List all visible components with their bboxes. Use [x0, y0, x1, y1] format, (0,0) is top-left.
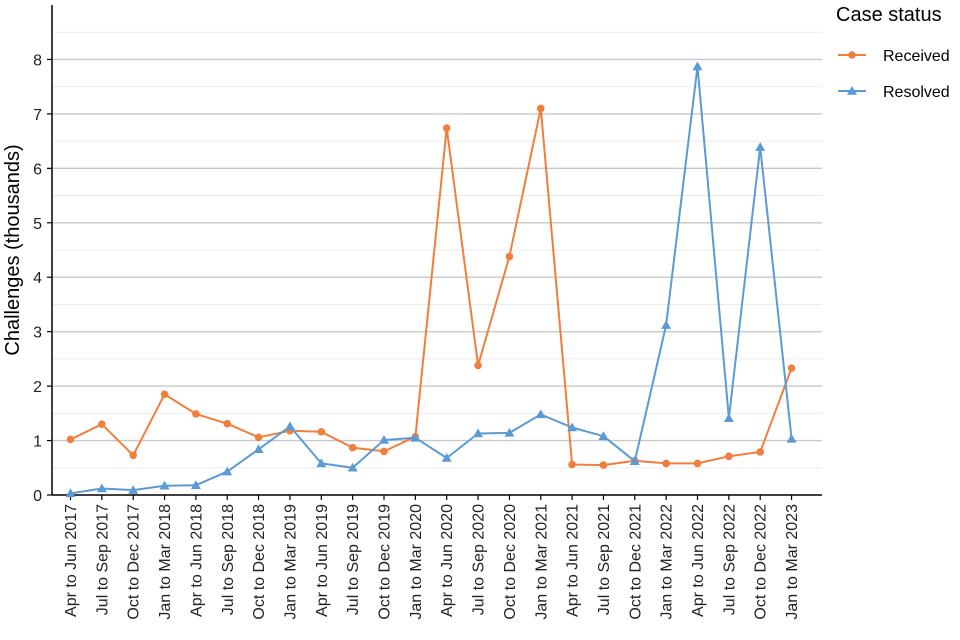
x-tick-label: Jan to Mar 2020 [408, 504, 425, 620]
data-point-resolved [316, 458, 327, 468]
data-point-resolved [723, 413, 734, 422]
data-point-received [474, 361, 482, 370]
y-tick-label: 7 [33, 107, 42, 124]
x-tick-label: Apr to Jun 2022 [690, 504, 707, 617]
data-point-received [599, 461, 608, 469]
y-tick-label: 6 [33, 161, 42, 178]
x-tick-label: Jan to Mar 2019 [282, 504, 299, 620]
data-point-received [568, 460, 576, 469]
x-tick-label: Jul to Sep 2018 [220, 504, 237, 615]
x-tick-label: Oct to Dec 2018 [251, 504, 268, 620]
data-point-resolved [253, 444, 264, 454]
x-tick-label: Apr to Jun 2021 [565, 504, 582, 617]
series-line-resolved [70, 65, 793, 495]
data-point-resolved [410, 432, 421, 442]
y-tick-label: 0 [33, 488, 42, 505]
data-point-resolved [379, 435, 389, 444]
x-tick-label: Jul to Sep 2017 [94, 504, 111, 615]
data-point-resolved [441, 452, 452, 462]
data-point-resolved [284, 421, 295, 431]
data-point-resolved [347, 462, 358, 472]
data-point-received [66, 435, 75, 444]
x-tick-label: Jan to Mar 2021 [533, 504, 550, 620]
y-tick-label: 3 [33, 325, 42, 342]
data-point-resolved [629, 456, 640, 465]
y-tick-label: 8 [33, 52, 42, 69]
data-point-received [317, 428, 326, 436]
data-point-received [98, 420, 106, 429]
legend-key-marker-received [848, 51, 856, 59]
x-tick-label: Oct to Dec 2022 [753, 504, 770, 620]
data-point-received [192, 410, 200, 418]
x-tick-label: Jul to Sep 2021 [596, 504, 613, 615]
data-point-resolved [96, 483, 107, 493]
data-point-resolved [598, 431, 609, 440]
data-point-resolved [504, 427, 515, 437]
x-tick-label: Oct to Dec 2017 [126, 504, 143, 620]
data-point-received [160, 390, 169, 399]
x-tick-label: Apr to Jun 2018 [188, 504, 205, 617]
data-point-resolved [535, 409, 546, 419]
data-point-received [693, 459, 702, 468]
data-point-resolved [755, 142, 766, 151]
data-point-resolved [159, 480, 170, 490]
data-point-received [756, 448, 764, 456]
data-point-resolved [473, 428, 484, 438]
legend-key-marker-resolved [847, 86, 857, 95]
data-point-received [505, 252, 514, 261]
data-point-resolved [190, 480, 201, 489]
x-tick-label: Apr to Jun 2017 [63, 504, 80, 617]
data-point-resolved [222, 466, 233, 476]
x-tick-label: Jan to Mar 2022 [659, 504, 676, 620]
x-tick-label: Apr to Jun 2020 [439, 504, 456, 617]
data-point-resolved [567, 422, 578, 432]
x-tick-label: Jul to Sep 2020 [471, 504, 488, 615]
data-point-received [725, 452, 733, 461]
data-point-received [129, 451, 137, 460]
legend-label-received: Received [883, 48, 950, 65]
data-point-received [348, 443, 357, 452]
x-tick-label: Jan to Mar 2023 [784, 504, 801, 620]
x-tick-label: Jul to Sep 2019 [345, 504, 362, 615]
data-point-received [254, 433, 263, 442]
x-tick-label: Oct to Dec 2019 [377, 504, 394, 620]
data-point-received [442, 124, 451, 132]
data-point-resolved [786, 433, 797, 443]
data-point-received [662, 459, 670, 468]
data-point-received [787, 364, 796, 372]
x-tick-label: Jul to Sep 2022 [721, 504, 738, 615]
data-point-resolved [128, 485, 139, 494]
x-tick-label: Jan to Mar 2018 [157, 504, 174, 620]
data-point-received [380, 447, 388, 456]
y-axis-title: Challenges (thousands) [2, 144, 24, 355]
legend-title: Case status [836, 4, 942, 26]
data-point-resolved [65, 488, 76, 498]
legend-label-resolved: Resolved [883, 84, 950, 101]
x-tick-label: Oct to Dec 2020 [502, 504, 519, 620]
y-tick-label: 2 [33, 379, 42, 396]
y-tick-label: 4 [33, 270, 42, 287]
data-point-resolved [692, 61, 703, 71]
x-tick-label: Oct to Dec 2021 [627, 504, 644, 620]
series-line-received [70, 107, 793, 467]
data-point-resolved [661, 320, 672, 329]
data-point-received [223, 419, 232, 428]
x-tick-label: Apr to Jun 2019 [314, 504, 331, 617]
data-point-received [536, 104, 545, 113]
y-tick-label: 1 [33, 434, 42, 451]
y-tick-label: 5 [33, 216, 42, 233]
